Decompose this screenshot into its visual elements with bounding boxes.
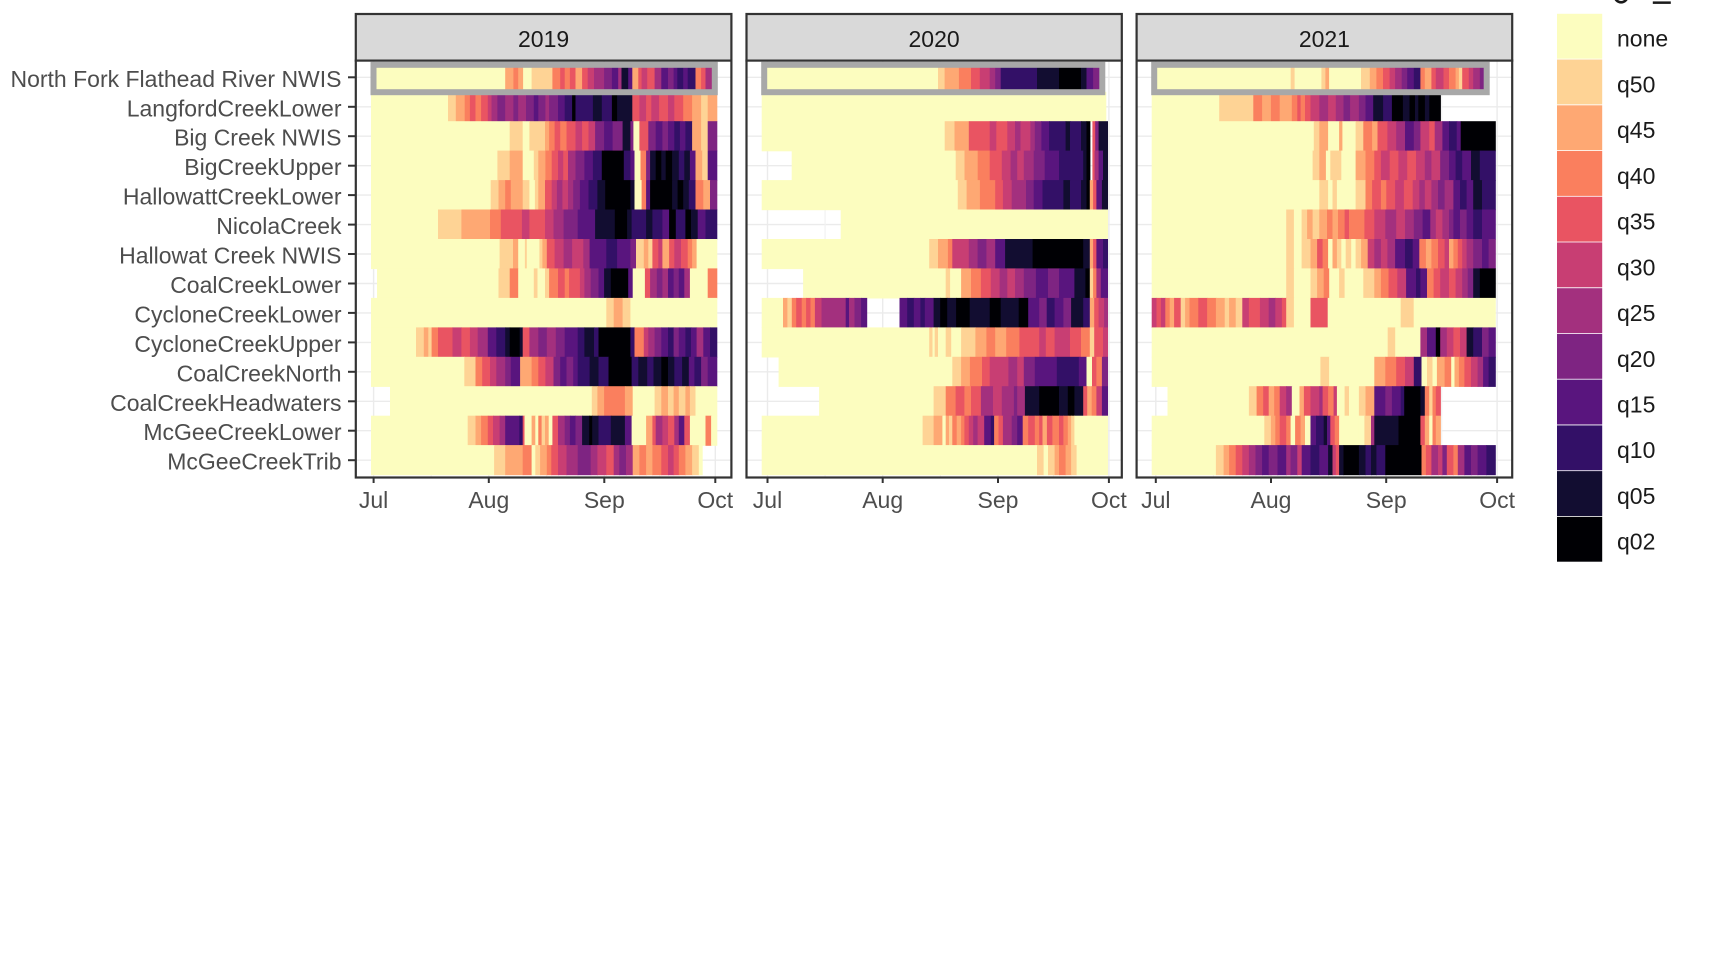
svg-text:q50: q50 [1617,71,1655,97]
svg-text:CoalCreekLower: CoalCreekLower [170,272,342,298]
svg-text:Oct: Oct [1091,487,1127,513]
svg-text:q25: q25 [1617,300,1655,326]
svg-text:none: none [1617,26,1668,52]
svg-text:McGeeCreekTrib: McGeeCreekTrib [167,449,341,475]
svg-text:McGeeCreekLower: McGeeCreekLower [143,419,341,445]
svg-text:North Fork Flathead River NWIS: North Fork Flathead River NWIS [10,66,341,92]
svg-text:Jul: Jul [1141,487,1170,513]
svg-text:q05: q05 [1617,483,1655,509]
svg-text:Jul: Jul [753,487,782,513]
svg-text:LangfordCreekLower: LangfordCreekLower [127,95,342,121]
svg-text:Sep: Sep [1366,487,1407,513]
svg-text:q10: q10 [1617,437,1655,463]
svg-text:Sep: Sep [584,487,625,513]
svg-text:Sep: Sep [978,487,1019,513]
svg-text:2019: 2019 [518,26,569,52]
svg-text:q30: q30 [1617,254,1655,280]
svg-text:NicolaCreek: NicolaCreek [216,213,342,239]
svg-text:CoalCreekHeadwaters: CoalCreekHeadwaters [110,390,341,416]
svg-text:q35: q35 [1617,209,1655,235]
svg-text:2021: 2021 [1299,26,1350,52]
svg-text:Jul: Jul [359,487,388,513]
svg-text:q45: q45 [1617,117,1655,143]
svg-text:q02: q02 [1617,529,1655,555]
svg-text:CycloneCreekLower: CycloneCreekLower [134,301,341,327]
svg-text:Oct: Oct [697,487,733,513]
svg-text:Hallowat Creek NWIS: Hallowat Creek NWIS [119,243,341,269]
svg-text:Big Creek NWIS: Big Creek NWIS [174,125,341,151]
svg-text:Aug: Aug [468,487,509,513]
svg-text:CycloneCreekUpper: CycloneCreekUpper [134,331,341,357]
svg-text:CoalCreekNorth: CoalCreekNorth [177,360,342,386]
svg-text:Aug: Aug [1251,487,1292,513]
svg-text:HallowattCreekLower: HallowattCreekLower [123,184,342,210]
svg-text:BigCreekUpper: BigCreekUpper [184,154,342,180]
svg-text:q20: q20 [1617,346,1655,372]
svg-text:Oct: Oct [1479,487,1515,513]
svg-text:2020: 2020 [909,26,960,52]
svg-text:Aug: Aug [862,487,903,513]
svg-text:q40: q40 [1617,163,1655,189]
svg-text:q15: q15 [1617,392,1655,418]
